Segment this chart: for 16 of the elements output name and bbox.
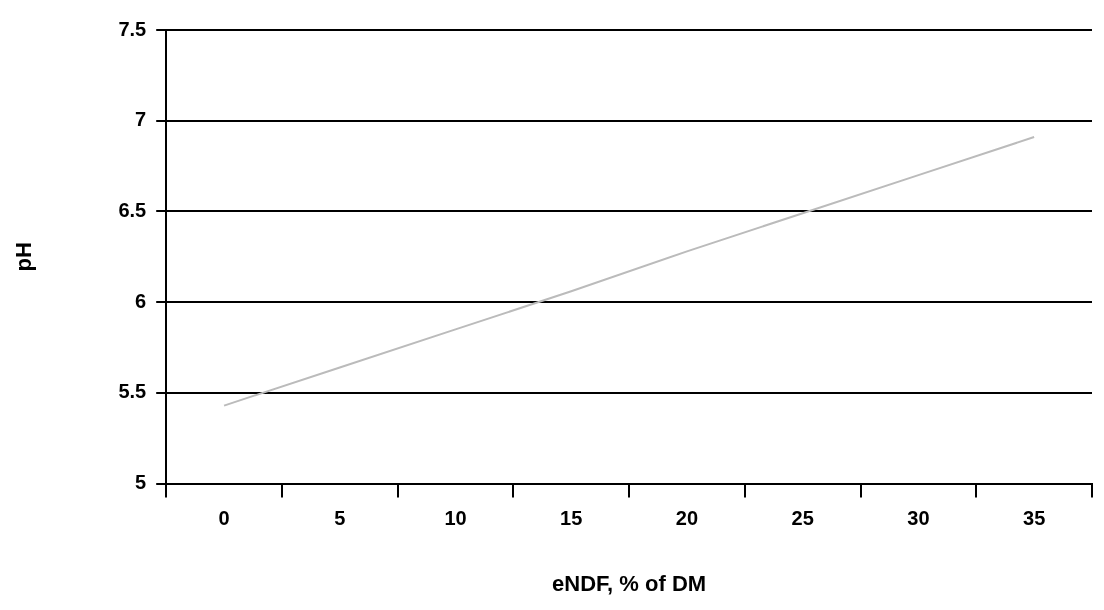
y-tick-label: 7.5 (118, 17, 147, 40)
x-tick-label: 25 (791, 507, 814, 530)
x-tick-label: 20 (675, 507, 699, 530)
x-axis-title: eNDF, % of DM (552, 570, 707, 596)
x-tick-label: 30 (907, 507, 930, 530)
x-tick-label: 10 (444, 507, 467, 530)
y-tick-label: 6.5 (118, 198, 147, 221)
x-tick-label: 35 (1023, 507, 1046, 530)
y-tick-label: 6 (135, 289, 147, 312)
y-axis-title: pH (11, 242, 37, 272)
y-tick-label: 5 (135, 471, 147, 494)
y-tick-label: 5.5 (118, 380, 147, 403)
y-tick-label: 7 (135, 108, 147, 131)
x-tick-label: 5 (334, 507, 346, 530)
x-tick-label: 15 (560, 507, 583, 530)
x-tick-label: 0 (218, 507, 230, 530)
